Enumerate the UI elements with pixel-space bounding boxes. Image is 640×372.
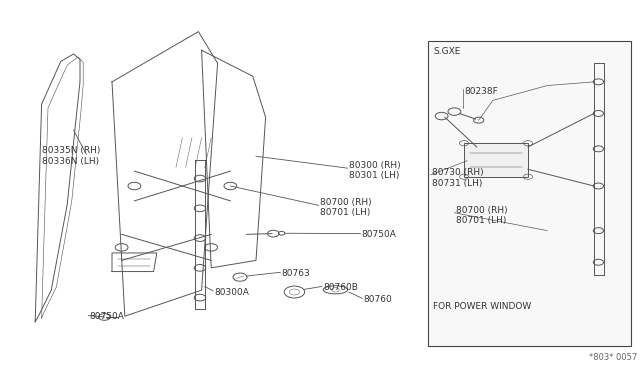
Ellipse shape [323, 286, 348, 294]
Text: 80750A: 80750A [90, 312, 124, 321]
Text: 80760: 80760 [364, 295, 392, 304]
Bar [428, 41, 631, 346]
Bar [464, 143, 528, 177]
Text: 80731 (LH): 80731 (LH) [432, 179, 483, 187]
Text: 80300A: 80300A [214, 288, 249, 296]
Text: S.GXE: S.GXE [433, 47, 461, 56]
Text: 80701 (LH): 80701 (LH) [456, 216, 506, 225]
Text: FOR POWER WINDOW: FOR POWER WINDOW [433, 302, 532, 311]
Text: 80701 (LH): 80701 (LH) [320, 208, 371, 217]
Text: 80335N (RH): 80335N (RH) [42, 146, 100, 155]
Text: 80301 (LH): 80301 (LH) [349, 171, 399, 180]
Text: 80300 (RH): 80300 (RH) [349, 161, 401, 170]
Text: 80730 (RH): 80730 (RH) [432, 169, 484, 177]
Text: 80336N (LH): 80336N (LH) [42, 157, 99, 166]
Text: 80760B: 80760B [323, 283, 358, 292]
Text: 80700 (RH): 80700 (RH) [320, 198, 372, 207]
Text: 80238F: 80238F [464, 87, 498, 96]
Text: 80763: 80763 [282, 269, 310, 278]
Text: *803* 0057: *803* 0057 [589, 353, 637, 362]
Text: 80700 (RH): 80700 (RH) [456, 206, 508, 215]
Text: 80750A: 80750A [362, 230, 396, 239]
